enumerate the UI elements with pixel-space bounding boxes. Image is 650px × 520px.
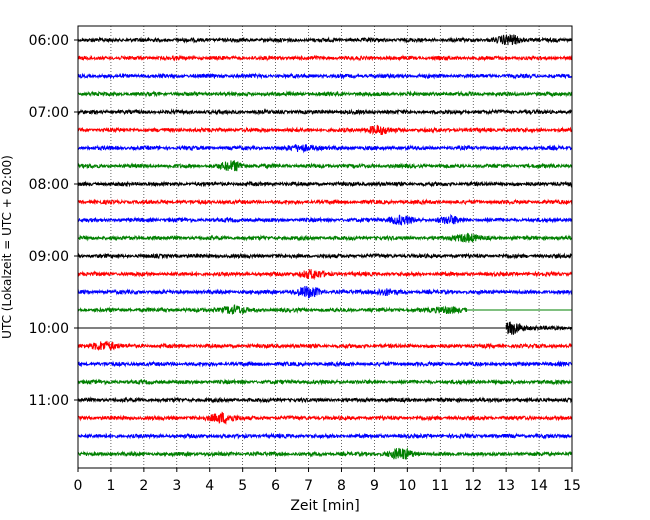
trace-0645: [77, 90, 573, 98]
y-tick-label: 07:00: [29, 105, 69, 121]
trace-1045: [77, 378, 573, 386]
y-tick-label: 06:00: [29, 33, 69, 49]
plot-frame: [77, 25, 573, 469]
y-tick-label: 10:00: [29, 321, 69, 337]
x-tick-label: 5: [238, 478, 247, 494]
trace-0945: [77, 304, 468, 315]
trace-0715: [77, 124, 573, 136]
x-tick-label: 0: [74, 478, 83, 494]
trace-0745: [77, 160, 573, 172]
x-tick-label: 13: [497, 478, 515, 494]
trace-0700: [77, 108, 573, 116]
trace-1145: [77, 447, 573, 460]
trace-0615: [77, 54, 573, 62]
trace-0900: [77, 252, 573, 260]
trace-0830: [77, 213, 573, 226]
y-tick-label: 09:00: [29, 249, 69, 265]
y-tick-label: 11:00: [29, 393, 69, 409]
trace-1000: [505, 321, 573, 335]
x-tick-label: 1: [106, 478, 115, 494]
y-axis-ticks: 06:00 07:00 08:00 09:00 10:00 11:00: [29, 33, 78, 409]
x-tick-label: 12: [464, 478, 482, 494]
x-tick-label: 2: [139, 478, 148, 494]
x-tick-label: 8: [337, 478, 346, 494]
trace-0730: [77, 144, 573, 154]
trace-0800: [77, 180, 573, 188]
trace-1100: [77, 396, 573, 404]
x-tick-label: 10: [398, 478, 416, 494]
trace-0930: [77, 285, 573, 299]
x-tick-label: 9: [370, 478, 379, 494]
x-axis-label: Zeit [min]: [290, 498, 359, 514]
trace-1015: [77, 340, 573, 352]
trace-0815: [77, 198, 573, 206]
x-tick-label: 3: [172, 478, 181, 494]
x-axis-ticks: 0 1 2 3 4 5 6 7 8 9 10 11 12 13 14 15: [74, 468, 581, 494]
x-tick-label: 6: [271, 478, 280, 494]
x-tick-label: 15: [563, 478, 581, 494]
trace-0845: [77, 232, 573, 243]
y-axis-label: UTC (Lokalzeit = UTC + 02:00): [0, 155, 14, 339]
x-tick-label: 4: [205, 478, 214, 494]
y-tick-label: 08:00: [29, 177, 69, 193]
trace-1115: [77, 411, 573, 425]
x-tick-label: 14: [530, 478, 548, 494]
trace-0630: [77, 72, 573, 80]
trace-1130: [77, 432, 573, 440]
x-tick-label: 11: [431, 478, 449, 494]
x-tick-label: 7: [304, 478, 313, 494]
seismic-traces: [77, 33, 573, 460]
trace-1030: [77, 360, 573, 368]
trace-0600: [77, 33, 573, 46]
trace-0915: [77, 269, 573, 281]
